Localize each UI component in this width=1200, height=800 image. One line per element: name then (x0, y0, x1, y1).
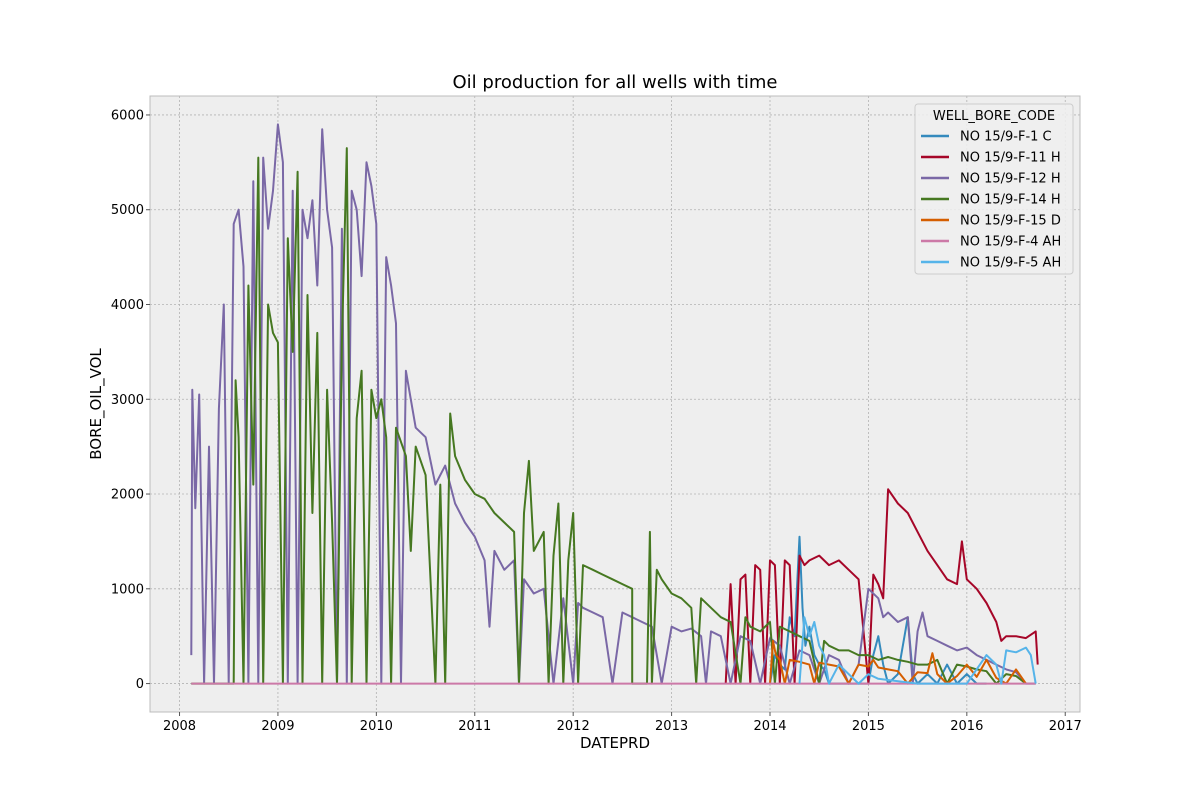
legend-label: NO 15/9-F-5 AH (960, 256, 1061, 271)
plot-frame (149, 95, 1081, 713)
chart-title: Oil production for all wells with time (453, 72, 778, 93)
y-tick-label: 6000 (111, 108, 144, 123)
x-tick-label: 2014 (753, 719, 786, 734)
legend-label: NO 15/9-F-1 C (960, 130, 1052, 145)
x-axis-label: DATEPRD (580, 734, 650, 752)
legend: WELL_BORE_CODE NO 15/9-F-1 C NO 15/9-F-11… (914, 103, 1074, 275)
y-tick-label: 5000 (111, 203, 144, 218)
legend-items: NO 15/9-F-1 C NO 15/9-F-11 H NO 15/9-F-12 … (921, 130, 1061, 271)
x-tick-label: 2008 (163, 719, 196, 734)
legend-label: NO 15/9-F-4 AH (960, 235, 1061, 250)
x-tick-label: 2010 (360, 719, 393, 734)
x-tick-label: 2011 (458, 719, 491, 734)
legend-title: WELL_BORE_CODE (933, 109, 1055, 124)
legend-label: NO 15/9-F-12 H (960, 172, 1061, 187)
series-layer (190, 123, 1039, 685)
series-line (798, 616, 1037, 685)
x-tick-label: 2017 (1049, 719, 1082, 734)
axis-ticks: 2008 2009 2010 2011 2012 2013 2014 2015 2016 2017… (111, 108, 1082, 734)
legend-box (914, 103, 1074, 275)
x-tick-label: 2015 (852, 719, 885, 734)
y-tick-label: 3000 (111, 393, 144, 408)
y-tick-label: 0 (136, 677, 144, 692)
legend-label: NO 15/9-F-15 D (960, 214, 1061, 229)
y-axis-label: BORE_OIL_VOL (87, 348, 106, 460)
x-tick-label: 2016 (950, 719, 983, 734)
legend-label: NO 15/9-F-14 H (960, 193, 1061, 208)
legend-label: NO 15/9-F-11 H (960, 151, 1061, 166)
x-tick-label: 2013 (655, 719, 688, 734)
y-tick-label: 4000 (111, 298, 144, 313)
y-tick-label: 1000 (111, 582, 144, 597)
x-tick-label: 2009 (261, 719, 294, 734)
y-tick-label: 2000 (111, 488, 144, 503)
series-line (191, 147, 1027, 685)
x-tick-label: 2012 (557, 719, 590, 734)
